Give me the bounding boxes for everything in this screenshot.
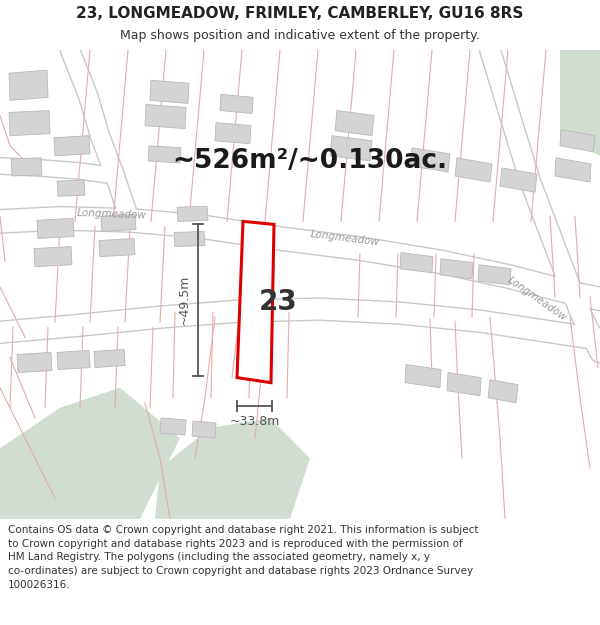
Polygon shape xyxy=(99,239,135,257)
Polygon shape xyxy=(220,94,253,114)
Polygon shape xyxy=(455,158,492,182)
Polygon shape xyxy=(155,418,310,519)
Polygon shape xyxy=(145,104,186,129)
Polygon shape xyxy=(11,158,42,176)
Polygon shape xyxy=(400,253,433,272)
Polygon shape xyxy=(9,70,48,101)
Text: Longmeadow: Longmeadow xyxy=(506,275,568,323)
Polygon shape xyxy=(160,418,186,435)
Polygon shape xyxy=(478,265,511,285)
Polygon shape xyxy=(560,50,600,156)
Polygon shape xyxy=(148,146,181,163)
Polygon shape xyxy=(447,372,481,396)
Polygon shape xyxy=(237,221,274,382)
Polygon shape xyxy=(555,158,591,182)
Polygon shape xyxy=(94,349,125,368)
Polygon shape xyxy=(34,247,72,267)
Polygon shape xyxy=(57,180,85,196)
Polygon shape xyxy=(177,206,208,221)
Polygon shape xyxy=(440,259,473,279)
Polygon shape xyxy=(54,136,90,156)
Text: Contains OS data © Crown copyright and database right 2021. This information is : Contains OS data © Crown copyright and d… xyxy=(8,525,478,589)
Text: Map shows position and indicative extent of the property.: Map shows position and indicative extent… xyxy=(120,29,480,42)
Text: ~526m²/~0.130ac.: ~526m²/~0.130ac. xyxy=(172,148,448,174)
Polygon shape xyxy=(174,231,205,247)
Polygon shape xyxy=(150,80,189,103)
Polygon shape xyxy=(0,388,180,519)
Polygon shape xyxy=(215,122,251,144)
Polygon shape xyxy=(37,218,74,239)
Polygon shape xyxy=(405,364,441,388)
Polygon shape xyxy=(57,351,90,369)
Polygon shape xyxy=(17,352,52,372)
Text: ~49.5m: ~49.5m xyxy=(178,275,191,325)
Text: ~33.8m: ~33.8m xyxy=(229,416,280,429)
Polygon shape xyxy=(101,214,136,231)
Text: Longmeadow: Longmeadow xyxy=(77,208,147,221)
Polygon shape xyxy=(9,111,50,136)
Text: Longmeadow: Longmeadow xyxy=(310,229,380,248)
Polygon shape xyxy=(500,168,537,192)
Polygon shape xyxy=(410,148,450,172)
Polygon shape xyxy=(488,379,518,403)
Text: 23: 23 xyxy=(259,288,298,316)
Text: 23, LONGMEADOW, FRIMLEY, CAMBERLEY, GU16 8RS: 23, LONGMEADOW, FRIMLEY, CAMBERLEY, GU16… xyxy=(76,6,524,21)
Polygon shape xyxy=(192,421,216,438)
Polygon shape xyxy=(335,111,374,136)
Polygon shape xyxy=(330,136,372,161)
Polygon shape xyxy=(560,129,595,152)
